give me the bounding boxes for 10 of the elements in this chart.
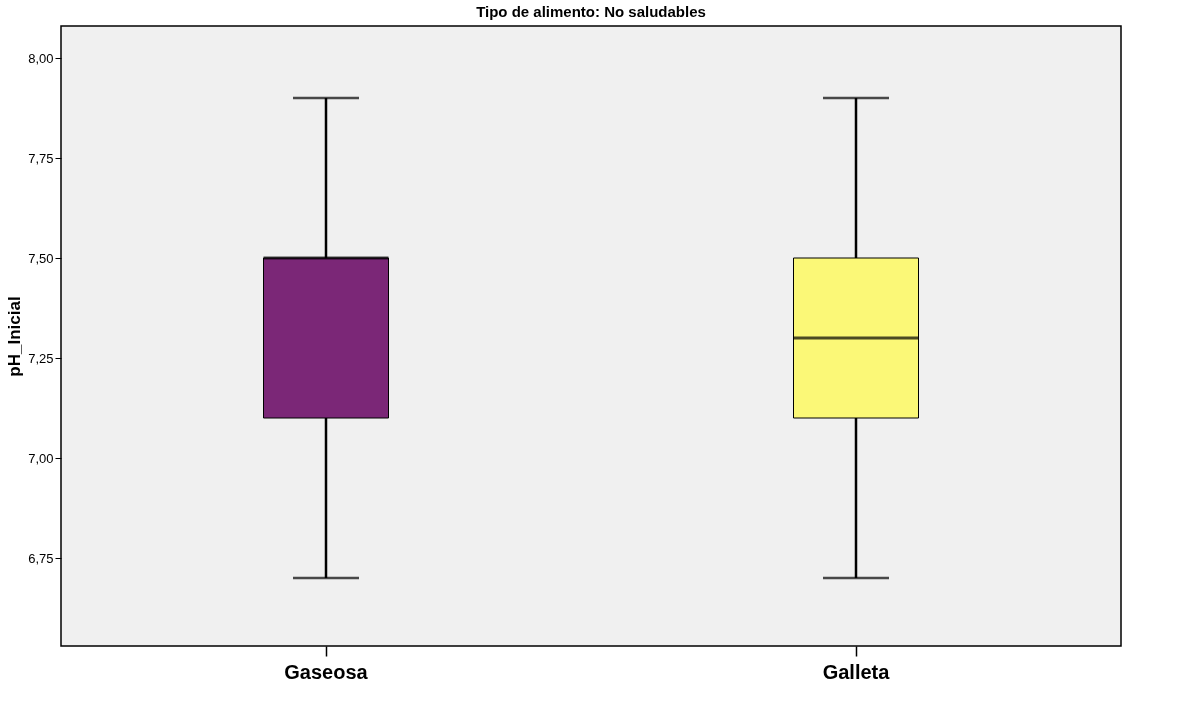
y-tick-label: 7,25 — [28, 350, 54, 366]
y-tick-label: 7,00 — [28, 450, 54, 466]
y-axis-title: pH_Inicial — [5, 296, 25, 377]
y-tick-label: 7,50 — [28, 250, 54, 266]
x-tick-label: Gaseosa — [284, 660, 369, 683]
y-tick-label: 8,00 — [28, 50, 54, 66]
x-tick-label: Galleta — [822, 660, 891, 683]
y-tick-label: 7,75 — [28, 150, 54, 166]
y-tick-label: 6,75 — [28, 550, 54, 566]
chart-title: Tipo de alimento: No saludables — [476, 3, 706, 20]
